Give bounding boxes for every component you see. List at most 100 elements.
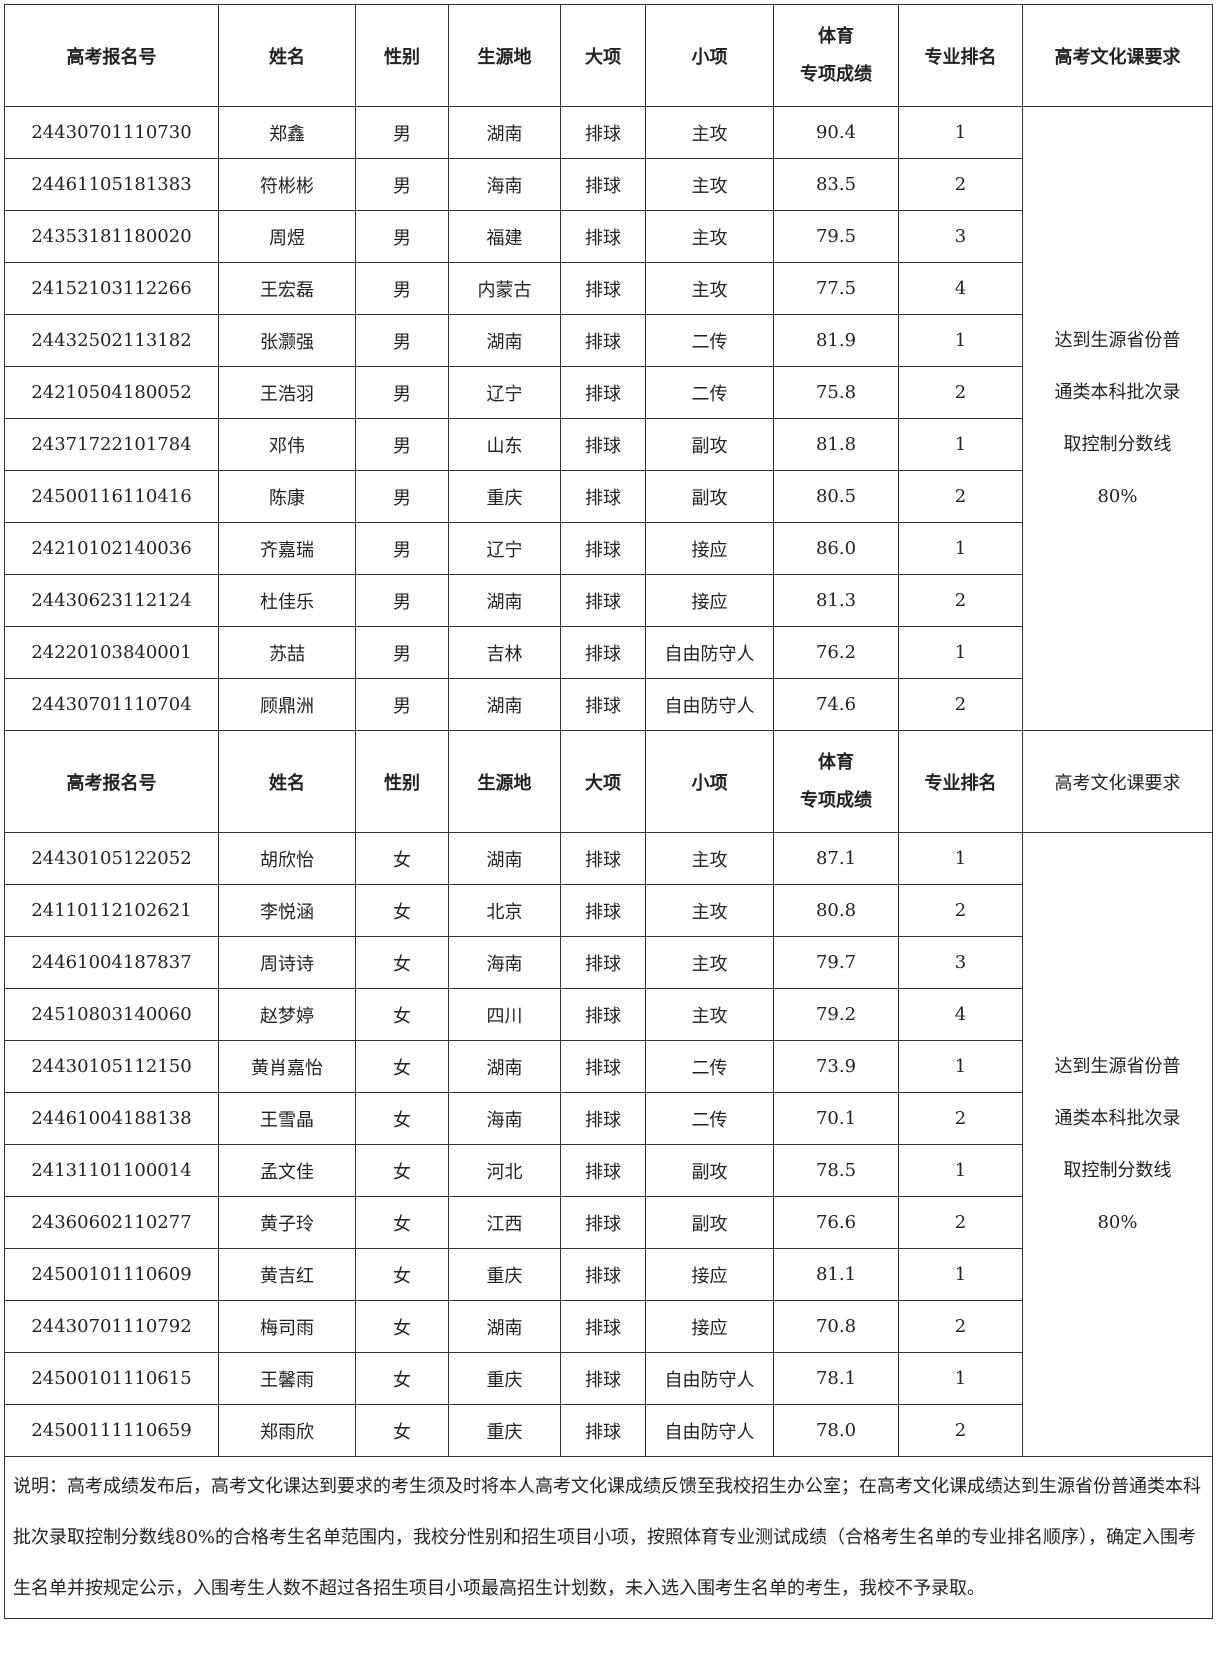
sport-cell: 排球	[560, 936, 646, 989]
exam-id-cell: 24500111110659	[4, 1404, 219, 1457]
origin-cell: 重庆	[448, 1248, 561, 1301]
score-cell: 83.5	[773, 158, 899, 211]
sport-cell: 排球	[560, 1404, 646, 1457]
score-cell: 70.1	[773, 1092, 899, 1145]
data-row: 24430701110730 郑鑫男湖南 排球 主攻 90.4 1 达到生源省份普通类本科批…	[4, 106, 1213, 731]
position-cell: 接应	[645, 522, 774, 575]
name-cell: 李悦涵	[218, 884, 356, 937]
score-cell: 86.0	[773, 522, 899, 575]
position-cell: 副攻	[645, 1144, 774, 1197]
gender-cell: 女	[355, 1092, 449, 1145]
gender-cell: 男	[355, 626, 449, 679]
header-cell: 大项	[560, 4, 646, 107]
rank-cell: 4	[898, 988, 1023, 1041]
rank-cell: 1	[898, 314, 1023, 367]
name-cell: 赵梦婷	[218, 988, 356, 1041]
origin-cell: 辽宁	[448, 522, 561, 575]
rank-cell: 2	[898, 158, 1023, 211]
name-cell: 张灏强	[218, 314, 356, 367]
sport-cell: 排球	[560, 626, 646, 679]
gender-cell: 女	[355, 884, 449, 937]
sport-cell: 排球	[560, 884, 646, 937]
name-cell: 周煜	[218, 210, 356, 263]
exam-id-cell: 24500101110615	[4, 1352, 219, 1405]
name-cell: 王馨雨	[218, 1352, 356, 1405]
header-cell: 高考文化课要求	[1022, 4, 1213, 107]
exam-id-cell: 24430623112124	[4, 574, 219, 627]
position-cell: 主攻	[645, 936, 774, 989]
data-row: 24500111110659 郑雨欣女重庆 排球 自由防守人 78.0 2	[4, 1404, 1213, 1457]
data-row: 24500101110609 黄吉红女重庆 排球 接应 81.1 1	[4, 1248, 1213, 1301]
position-cell: 二传	[645, 1092, 774, 1145]
exam-id-cell: 24210504180052	[4, 366, 219, 419]
sport-cell: 排球	[560, 522, 646, 575]
origin-cell: 湖南	[448, 106, 561, 159]
name-cell: 王浩羽	[218, 366, 356, 419]
exam-id-cell: 24220103840001	[4, 626, 219, 679]
exam-id-cell: 24353181180020	[4, 210, 219, 263]
origin-cell: 海南	[448, 1092, 561, 1145]
name-cell: 梅司雨	[218, 1300, 356, 1353]
header-cell: 性别	[355, 730, 449, 833]
origin-cell: 湖南	[448, 1300, 561, 1353]
exam-id-cell: 24432502113182	[4, 314, 219, 367]
header-cell: 专业排名	[898, 4, 1023, 107]
header-cell: 生源地	[448, 730, 561, 833]
name-cell: 王宏磊	[218, 262, 356, 315]
origin-cell: 北京	[448, 884, 561, 937]
rank-cell: 2	[898, 1404, 1023, 1457]
rank-cell: 4	[898, 262, 1023, 315]
score-cell: 81.8	[773, 418, 899, 471]
position-cell: 主攻	[645, 210, 774, 263]
position-cell: 主攻	[645, 832, 774, 885]
name-cell: 郑雨欣	[218, 1404, 356, 1457]
sport-cell: 排球	[560, 832, 646, 885]
sport-cell: 排球	[560, 1040, 646, 1093]
header-cell: 小项	[645, 4, 774, 107]
position-cell: 主攻	[645, 988, 774, 1041]
exam-id-cell: 24510803140060	[4, 988, 219, 1041]
data-row: 24210102140036 齐嘉瑞男辽宁 排球 接应 86.0 1	[4, 522, 1213, 575]
score-cell: 76.2	[773, 626, 899, 679]
exam-id-cell: 24500101110609	[4, 1248, 219, 1301]
header-cell: 大项	[560, 730, 646, 833]
exam-id-cell: 24131101100014	[4, 1144, 219, 1197]
exam-id-cell: 24430701110730	[4, 106, 219, 159]
origin-cell: 河北	[448, 1144, 561, 1197]
gender-cell: 男	[355, 522, 449, 575]
score-cell: 81.3	[773, 574, 899, 627]
position-cell: 主攻	[645, 884, 774, 937]
position-cell: 副攻	[645, 1196, 774, 1249]
position-cell: 主攻	[645, 106, 774, 159]
header-row: 高考报名号 姓名 性别 生源地 大项 小项 体育 专项成绩 专业排名 高考文化课要求	[4, 4, 1213, 107]
rank-cell: 2	[898, 884, 1023, 937]
name-cell: 陈康	[218, 470, 356, 523]
sport-cell: 排球	[560, 1092, 646, 1145]
position-cell: 副攻	[645, 418, 774, 471]
gender-cell: 女	[355, 1404, 449, 1457]
position-cell: 接应	[645, 1248, 774, 1301]
position-cell: 自由防守人	[645, 678, 774, 731]
data-row: 24461004188138 王雪晶女海南 排球 二传 70.1 2	[4, 1092, 1213, 1145]
sport-cell: 排球	[560, 418, 646, 471]
requirement-cell: 达到生源省份普通类本科批次录取控制分数线80%	[1022, 106, 1213, 731]
name-cell: 胡欣怡	[218, 832, 356, 885]
data-row: 24461004187837 周诗诗女海南 排球 主攻 79.7 3	[4, 936, 1213, 989]
origin-cell: 辽宁	[448, 366, 561, 419]
exam-id-cell: 24461105181383	[4, 158, 219, 211]
score-cell: 79.7	[773, 936, 899, 989]
exam-id-cell: 24152103112266	[4, 262, 219, 315]
sport-cell: 排球	[560, 366, 646, 419]
sport-cell: 排球	[560, 470, 646, 523]
origin-cell: 山东	[448, 418, 561, 471]
exam-id-cell: 24110112102621	[4, 884, 219, 937]
score-cell: 73.9	[773, 1040, 899, 1093]
header-line: 专项成绩	[800, 63, 872, 85]
gender-cell: 男	[355, 158, 449, 211]
note: 说明：高考成绩发布后，高考文化课达到要求的考生须及时将本人高考文化课成绩反馈至我…	[4, 1456, 1213, 1619]
rank-cell: 2	[898, 470, 1023, 523]
sport-cell: 排球	[560, 1248, 646, 1301]
rank-cell: 2	[898, 678, 1023, 731]
exam-id-cell: 24430105122052	[4, 832, 219, 885]
data-row: 24461105181383 符彬彬男海南 排球 主攻 83.5 2	[4, 158, 1213, 211]
